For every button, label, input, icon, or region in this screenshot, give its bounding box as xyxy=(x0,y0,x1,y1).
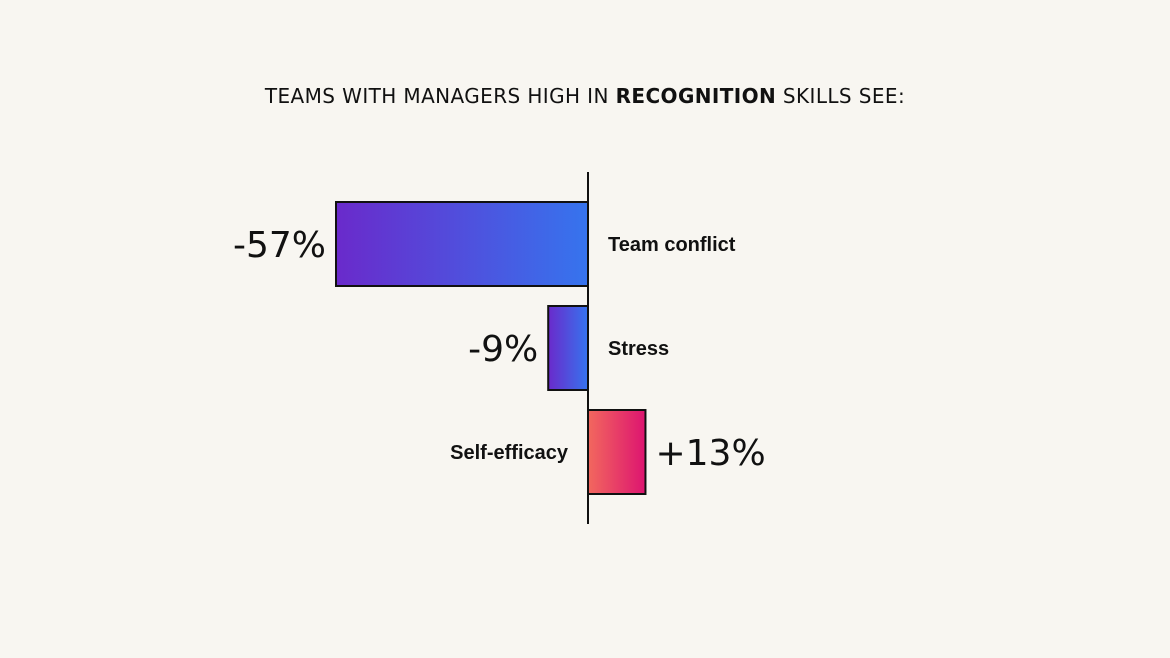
chart-title: TEAMS WITH MANAGERS HIGH IN RECOGNITION … xyxy=(0,82,1170,110)
category-label-stress: Stress xyxy=(608,338,669,360)
chart-title-suffix: SKILLS SEE: xyxy=(776,84,906,108)
chart-title-prefix: TEAMS WITH MANAGERS HIGH IN xyxy=(264,84,616,108)
bar-team-conflict xyxy=(335,201,589,287)
bar-self-efficacy xyxy=(587,409,647,495)
value-label-self-efficacy: +13% xyxy=(655,433,765,474)
category-label-team-conflict: Team conflict xyxy=(608,234,736,256)
value-label-stress: -9% xyxy=(468,329,538,370)
chart-title-emphasis: RECOGNITION xyxy=(615,84,777,108)
category-label-self-efficacy: Self-efficacy xyxy=(450,442,569,464)
value-label-team-conflict: -57% xyxy=(233,225,326,266)
bar-stress xyxy=(547,305,589,391)
